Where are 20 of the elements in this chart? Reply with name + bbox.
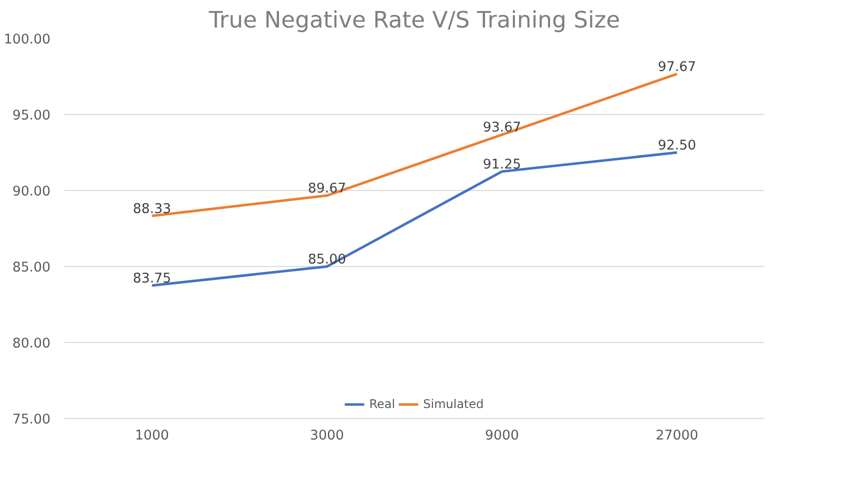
legend-label: Real	[369, 397, 396, 411]
legend-label: Simulated	[423, 397, 484, 411]
y-tick-label: 100.00	[4, 32, 51, 48]
data-label: 83.75	[132, 272, 172, 286]
y-tick-label: 75.00	[12, 412, 50, 428]
x-tick-label: 1000	[135, 428, 169, 444]
data-label: 88.33	[132, 202, 172, 217]
x-tick-label: 3000	[310, 428, 344, 444]
y-tick-label: 80.00	[12, 336, 50, 352]
data-label: 97.67	[658, 60, 696, 75]
x-tick-label: 27000	[656, 428, 698, 444]
data-label: 91.25	[482, 158, 522, 172]
data-label: 89.67	[308, 182, 346, 197]
y-tick-label: 95.00	[12, 108, 50, 124]
chart-title: True Negative Rate V/S Training Size	[208, 8, 620, 34]
y-tick-label: 90.00	[12, 184, 50, 200]
data-label: 93.67	[482, 120, 522, 136]
data-label: 92.50	[658, 138, 696, 154]
y-tick-label: 85.00	[12, 260, 50, 276]
x-tick-label: 9000	[485, 428, 519, 444]
